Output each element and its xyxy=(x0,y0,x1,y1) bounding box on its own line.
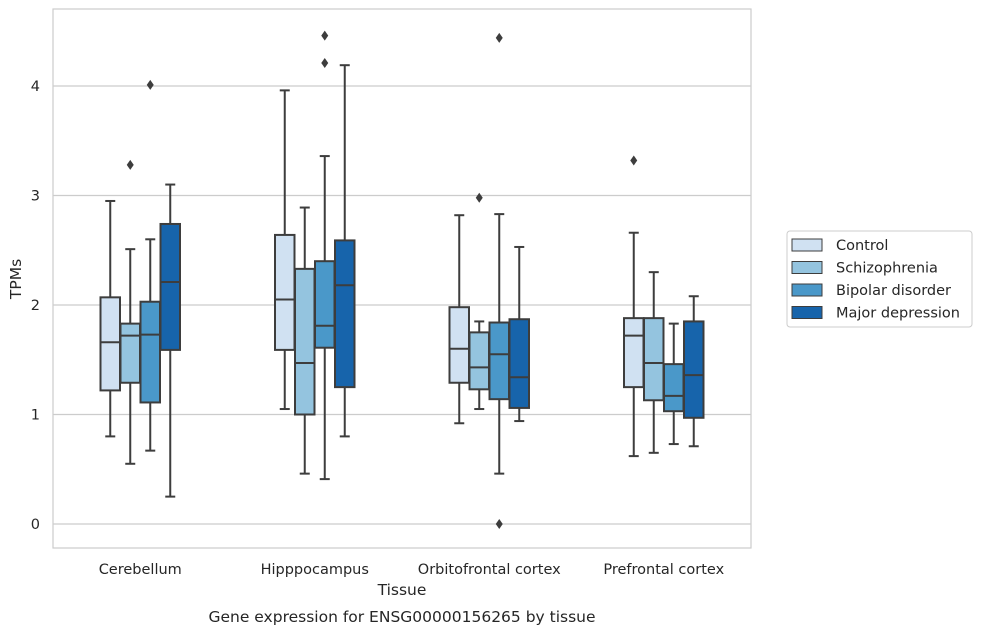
box-body xyxy=(314,260,336,349)
box-body xyxy=(294,267,316,416)
legend-swatch xyxy=(791,261,823,274)
box-body xyxy=(159,222,181,351)
outlier-point xyxy=(321,58,329,69)
legend-swatch xyxy=(791,306,823,319)
y-tick-label: 4 xyxy=(31,79,40,95)
legend-label: Major depression xyxy=(836,306,960,322)
x-axis-label: Tissue xyxy=(377,581,427,599)
outlier-point xyxy=(146,79,154,90)
chart-title: Gene expression for ENSG00000156265 by t… xyxy=(208,608,595,626)
box-body xyxy=(334,239,356,389)
legend-items: Control Schizophrenia Bipolar disorder Majo… xyxy=(791,238,960,322)
box-body xyxy=(468,331,490,391)
x-tick-label: Prefrontal cortex xyxy=(603,562,724,578)
box-body xyxy=(683,320,705,419)
box-prefrontal-cortex-control xyxy=(623,155,645,458)
outlier-point xyxy=(495,519,503,529)
legend-item: Control xyxy=(791,238,888,254)
y-tick-label: 3 xyxy=(31,189,40,205)
box-body xyxy=(448,306,470,384)
boxes-layer xyxy=(99,30,705,529)
box-body xyxy=(623,317,645,389)
box-body xyxy=(488,321,510,401)
y-tick-labels: 0 1 2 3 4 xyxy=(31,79,40,533)
box-prefrontal-cortex-schizophrenia xyxy=(643,271,665,454)
box-body xyxy=(139,300,161,404)
box-body xyxy=(643,317,665,402)
box-prefrontal-cortex-bipolar-disorder xyxy=(663,322,685,446)
box-body xyxy=(119,322,141,384)
outlier-point xyxy=(495,32,503,43)
box-cerebellum-schizophrenia xyxy=(119,159,141,465)
y-tick-label: 1 xyxy=(31,408,40,424)
box-body xyxy=(663,363,685,413)
legend-label: Control xyxy=(836,238,888,254)
x-tick-label: Orbitofrontal cortex xyxy=(418,562,561,578)
legend-item: Bipolar disorder xyxy=(791,283,951,299)
outlier-point xyxy=(321,30,329,41)
x-tick-labels: Cerebellum Hipppocampus Orbitofrontal cort… xyxy=(99,562,725,578)
legend-swatch xyxy=(791,283,823,297)
legend-item: Schizophrenia xyxy=(791,261,938,277)
y-tick-label: 0 xyxy=(31,517,40,533)
legend-frame xyxy=(786,230,973,328)
legend-swatch xyxy=(791,238,823,252)
outlier-point xyxy=(475,192,483,203)
legend-item: Major depression xyxy=(791,306,960,322)
box-cerebellum-bipolar-disorder xyxy=(139,79,161,452)
outlier-point xyxy=(126,159,134,170)
y-tick-label: 2 xyxy=(31,298,40,314)
box-body xyxy=(274,233,296,351)
box-hipppocampus-bipolar-disorder xyxy=(314,30,336,481)
box-orbitofrontal-cortex-bipolar-disorder xyxy=(488,32,510,529)
legend: Control Schizophrenia Bipolar disorder Majo… xyxy=(786,230,973,328)
y-axis-label: TPMs xyxy=(7,259,25,300)
legend-label: Schizophrenia xyxy=(836,261,938,277)
box-prefrontal-cortex-major-depression xyxy=(683,295,705,448)
box-orbitofrontal-cortex-major-depression xyxy=(508,245,530,423)
x-tick-label: Hipppocampus xyxy=(261,562,369,578)
outlier-point xyxy=(630,155,638,166)
legend-label: Bipolar disorder xyxy=(836,283,951,299)
box-body xyxy=(508,318,530,409)
box-cerebellum-major-depression xyxy=(159,183,181,498)
box-hipppocampus-major-depression xyxy=(334,64,356,438)
box-body xyxy=(99,296,121,392)
x-tick-label: Cerebellum xyxy=(99,562,182,578)
plot-area xyxy=(52,8,752,549)
